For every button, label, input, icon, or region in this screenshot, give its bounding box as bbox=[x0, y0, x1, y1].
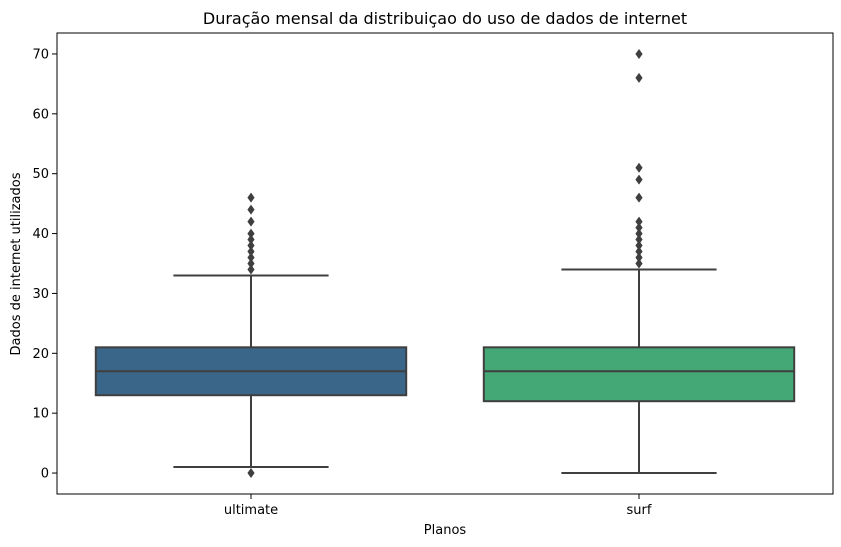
outlier-point bbox=[247, 468, 255, 479]
box-surf bbox=[482, 346, 796, 403]
outlier-point bbox=[635, 48, 643, 59]
x-tick-label: ultimate bbox=[224, 503, 278, 518]
outlier-point bbox=[635, 216, 643, 227]
outlier-point bbox=[635, 234, 643, 245]
outlier-point bbox=[635, 222, 643, 233]
outlier-point bbox=[635, 72, 643, 83]
outlier-point bbox=[247, 252, 255, 263]
outlier-point bbox=[635, 252, 643, 263]
chart-title: Duração mensal da distribuiçao do uso de… bbox=[203, 9, 687, 28]
y-tick-label: 30 bbox=[32, 287, 49, 302]
y-tick-label: 20 bbox=[32, 347, 49, 362]
outlier-point bbox=[247, 234, 255, 245]
y-tick-label: 0 bbox=[41, 467, 49, 482]
outlier-point bbox=[635, 240, 643, 251]
outlier-point bbox=[247, 240, 255, 251]
y-tick-label: 40 bbox=[32, 227, 49, 242]
outlier-point bbox=[247, 192, 255, 203]
outlier-point bbox=[247, 246, 255, 257]
y-tick-label: 50 bbox=[32, 167, 49, 182]
plot-frame bbox=[56, 32, 834, 495]
outlier-point bbox=[635, 258, 643, 269]
x-axis-label: Planos bbox=[424, 523, 467, 538]
plot-area: 0 10 20 30 40 50 60 70 ultimate surf bbox=[32, 32, 834, 518]
y-tick-label: 60 bbox=[32, 107, 49, 122]
outlier-point bbox=[635, 246, 643, 257]
x-tick-label: surf bbox=[627, 503, 652, 518]
outlier-point bbox=[635, 174, 643, 185]
outlier-point bbox=[635, 162, 643, 173]
outlier-point bbox=[247, 258, 255, 269]
outlier-point bbox=[247, 228, 255, 239]
outlier-point bbox=[635, 228, 643, 239]
y-axis-label: Dados de internet utilizados bbox=[9, 172, 24, 355]
outlier-point bbox=[247, 264, 255, 275]
outlier-point bbox=[635, 192, 643, 203]
y-tick-label: 70 bbox=[32, 47, 49, 62]
outlier-point bbox=[247, 204, 255, 215]
outlier-point bbox=[247, 216, 255, 227]
y-tick-label: 10 bbox=[32, 407, 49, 422]
